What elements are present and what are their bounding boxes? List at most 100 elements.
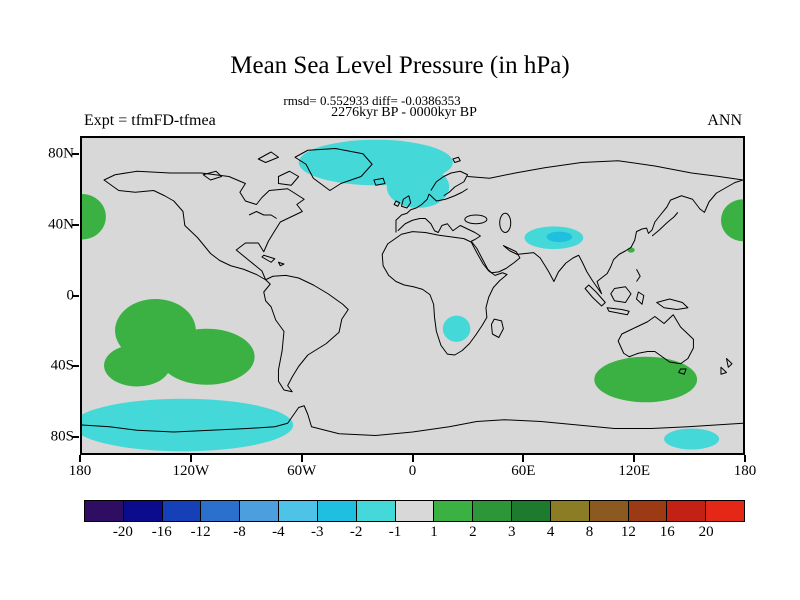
colorbar-label: 2 — [469, 524, 477, 540]
x-tick-mark — [633, 455, 636, 462]
colorbar-cell — [589, 501, 629, 521]
coastline-russia-arctic — [468, 161, 743, 180]
y-tick-mark — [72, 223, 79, 226]
anomaly-regions — [82, 139, 743, 452]
anomaly-south-pacific-positive-b — [159, 328, 255, 385]
x-tick-label: 180 — [68, 463, 92, 479]
coastline-north-america — [104, 171, 304, 280]
coastline-sulawesi — [637, 292, 644, 304]
y-tick-label: 80N — [48, 145, 74, 162]
season-label: ANN — [707, 112, 742, 129]
colorbar-label: -1 — [388, 524, 402, 540]
colorbar-label: -2 — [349, 524, 363, 540]
coastline-ireland — [394, 201, 400, 206]
colorbar-cell — [706, 501, 745, 521]
colorbar-cell — [550, 501, 590, 521]
colorbar-label: -4 — [272, 524, 285, 540]
x-tick-label: 120W — [172, 463, 210, 479]
x-tick-mark — [744, 455, 746, 462]
x-tick-label: 60E — [511, 463, 536, 479]
anomaly-south-pacific-positive-c — [104, 344, 171, 387]
coastline-europe-west — [396, 194, 429, 233]
anomaly-tibet-negative-core — [546, 231, 573, 243]
coastline-great-lakes — [249, 212, 277, 219]
colorbar — [84, 500, 745, 522]
x-tick-label: 60W — [287, 463, 317, 479]
coastline-black-sea — [465, 215, 487, 224]
period-line: 2276kyr BP - 0000kyr BP — [331, 105, 477, 120]
colorbar-cell — [434, 501, 474, 521]
coastline-new-zealand-north — [726, 359, 732, 368]
x-tick-label: 0 — [408, 463, 417, 479]
colorbar-label: -16 — [151, 524, 172, 540]
y-tick-label: 0 — [66, 287, 75, 303]
coastline-africa — [382, 232, 507, 355]
coastline-madagascar — [491, 319, 503, 337]
y-tick-mark — [72, 294, 79, 297]
anomaly-ross-sea-negative — [664, 428, 720, 450]
coastline-south-america — [264, 275, 348, 391]
anomaly-southern-ocean-negative-band — [82, 398, 294, 452]
coastlines — [82, 149, 743, 436]
x-tick-mark — [189, 455, 192, 462]
coastline-java — [607, 308, 629, 315]
y-tick-label: 40S — [50, 357, 74, 374]
coastline-japan — [652, 212, 678, 236]
page-title: Mean Sea Level Pressure (in hPa) — [230, 52, 570, 79]
anomaly-northwest-pacific-positive-eastwrap — [720, 199, 743, 242]
colorbar-cell — [85, 501, 124, 521]
y-tick-mark — [72, 436, 79, 439]
experiment-label: Expt = tfmFD-tfmea — [84, 112, 216, 129]
colorbar-label: 8 — [585, 524, 594, 540]
y-tick-mark — [72, 365, 79, 368]
coastline-cuba — [262, 255, 275, 262]
colorbar-label: -12 — [190, 524, 211, 540]
coastline-new-zealand-south — [721, 367, 727, 374]
colorbar-cell — [201, 501, 241, 521]
colorbar-label: -20 — [112, 524, 133, 540]
coastline-borneo — [611, 287, 631, 303]
colorbar-label: 20 — [698, 524, 714, 540]
coastline-sumatra — [585, 285, 605, 306]
colorbar-cell — [512, 501, 551, 521]
stats-line: rmsd= 0.552933 diff= -0.0386353 — [283, 93, 461, 108]
colorbar-label: 4 — [546, 524, 555, 540]
anomaly-northwest-pacific-positive-westwrap — [82, 194, 106, 240]
y-tick-label: 80S — [50, 428, 74, 445]
map-frame — [80, 136, 745, 455]
coastline-new-guinea — [657, 299, 688, 310]
coastline-mediterranean-north — [398, 219, 481, 242]
colorbar-cell — [473, 501, 513, 521]
coastline-iceland — [374, 178, 385, 185]
x-tick-mark — [300, 455, 303, 462]
colorbar-label: -8 — [233, 524, 246, 540]
coastline-greenland — [295, 149, 372, 191]
coastline-antarctica — [82, 406, 743, 436]
colorbar-label: 16 — [659, 524, 675, 540]
coastline-ellesmere-island — [258, 152, 278, 163]
x-tick-mark — [411, 455, 414, 462]
colorbar-label: 1 — [430, 524, 438, 540]
coastline-baffin-island — [278, 171, 298, 185]
coastline-svalbard — [453, 157, 460, 162]
colorbar-cell — [317, 501, 357, 521]
colorbar-cell — [279, 501, 318, 521]
colorbar-cell — [628, 501, 668, 521]
colorbar-label: 12 — [620, 524, 636, 540]
world-map — [82, 138, 743, 453]
coastline-victoria-island — [203, 171, 221, 180]
anomaly-north-atlantic-negative-south-lobe — [386, 166, 450, 208]
coastline-philippines — [637, 269, 641, 281]
x-tick-mark — [79, 455, 81, 462]
coastline-australia — [618, 315, 693, 364]
colorbar-label: 3 — [507, 524, 516, 540]
coastline-baltic-south — [429, 189, 468, 201]
coastline-tasmania — [679, 369, 686, 374]
y-tick-mark — [72, 152, 79, 155]
coastline-hispaniola — [278, 262, 284, 266]
coastline-britain — [401, 196, 410, 208]
coastline-asia-south-east — [471, 180, 743, 294]
anomaly-east-china-positive-speck — [627, 247, 635, 253]
x-tick-mark — [522, 455, 525, 462]
